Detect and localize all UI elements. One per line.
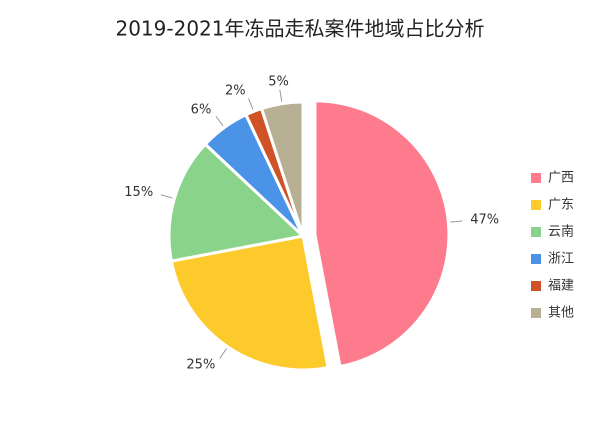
legend-swatch bbox=[531, 254, 541, 264]
chart-title: 2019-2021年冻品走私案件地域占比分析 bbox=[115, 17, 484, 41]
legend-label: 广西 bbox=[548, 171, 574, 186]
legend-swatch bbox=[531, 281, 541, 291]
legend-label: 福建 bbox=[548, 279, 574, 294]
leader-line bbox=[450, 220, 463, 223]
legend-swatch bbox=[531, 200, 541, 210]
legend-swatch bbox=[531, 227, 541, 237]
leader-line bbox=[160, 194, 173, 199]
data-label: 47% bbox=[470, 213, 499, 228]
leader-line bbox=[279, 89, 283, 102]
leader-line bbox=[248, 98, 254, 110]
data-label: 15% bbox=[124, 185, 153, 200]
pie-slice bbox=[167, 142, 307, 263]
legend-label: 浙江 bbox=[548, 252, 574, 267]
pie-slice bbox=[259, 100, 305, 237]
leader-line bbox=[215, 115, 224, 127]
data-label: 5% bbox=[268, 74, 289, 89]
data-label: 2% bbox=[225, 83, 246, 98]
legend-label: 广东 bbox=[548, 198, 574, 213]
pie-slice bbox=[169, 234, 330, 372]
data-label: 6% bbox=[191, 102, 212, 117]
legend-swatch bbox=[531, 308, 541, 318]
legend-label: 云南 bbox=[548, 224, 574, 240]
pie-slice bbox=[313, 99, 451, 369]
legend-swatch bbox=[531, 173, 541, 183]
legend-label: 其他 bbox=[548, 306, 574, 321]
data-label: 25% bbox=[186, 358, 215, 373]
leader-line bbox=[219, 348, 227, 359]
